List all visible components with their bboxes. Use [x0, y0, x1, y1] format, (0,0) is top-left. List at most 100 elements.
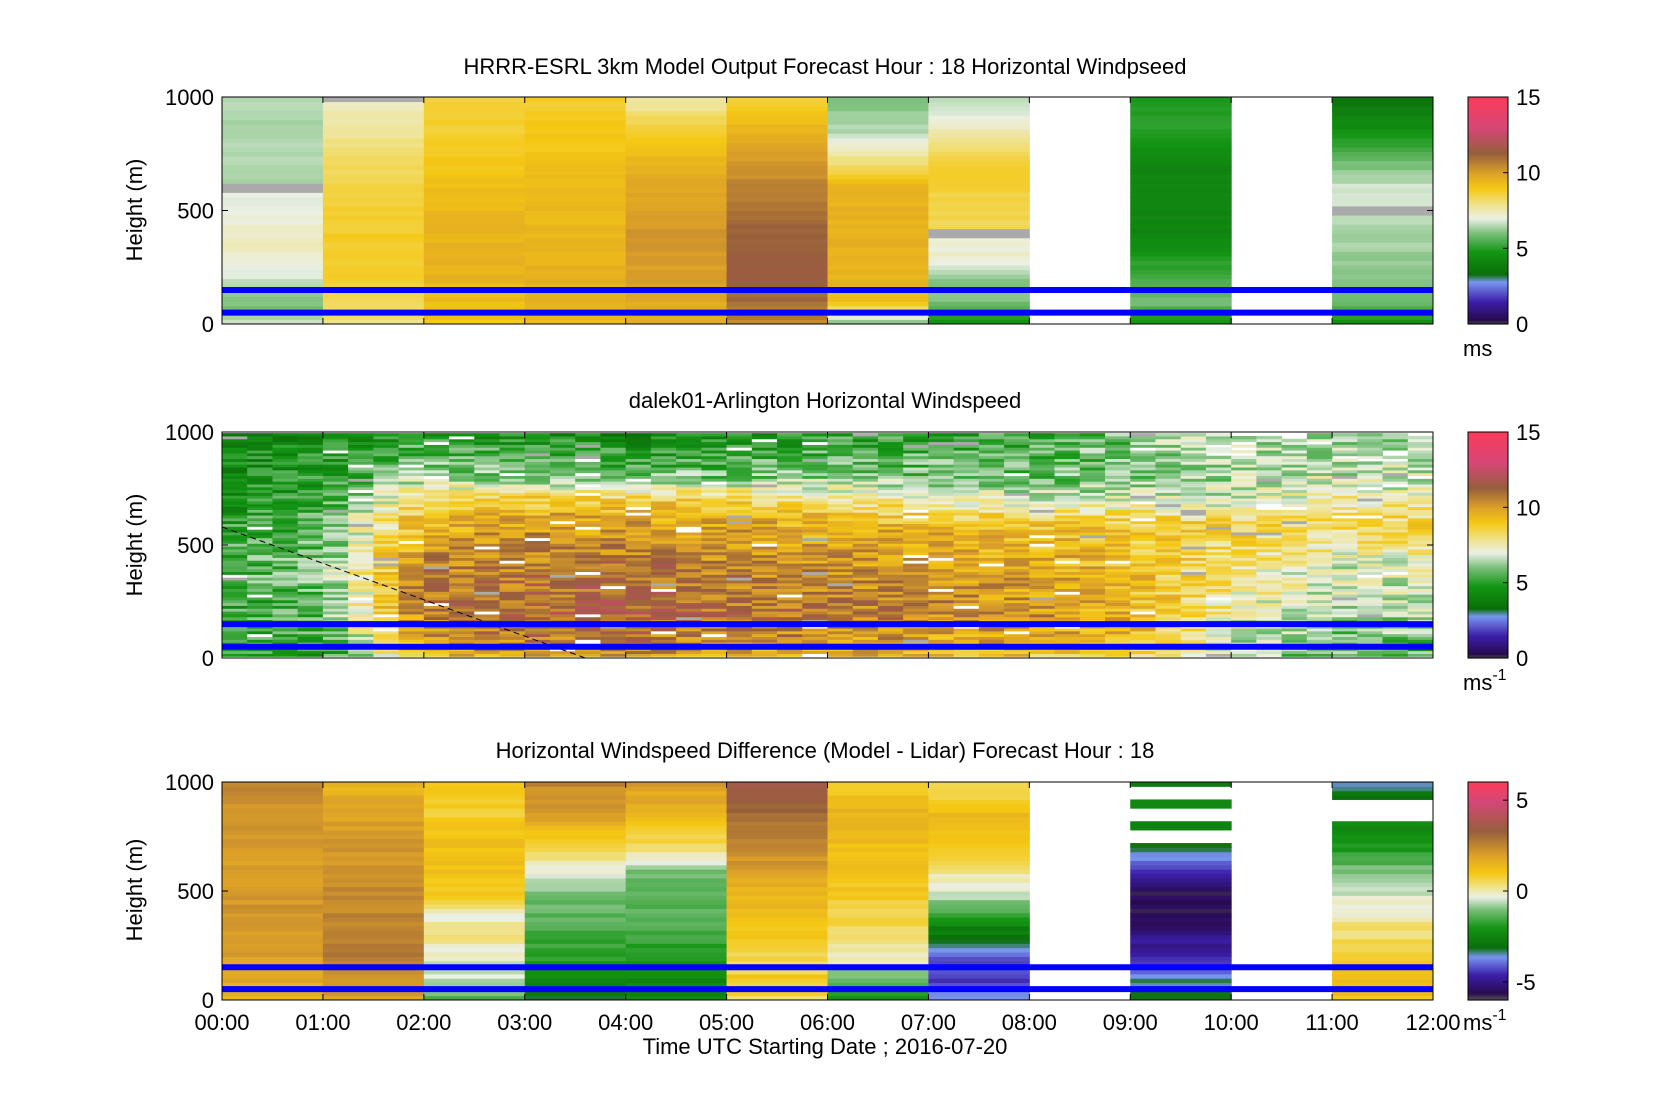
- heatmap-cell: [423, 633, 450, 638]
- heatmap-cell: [1004, 532, 1030, 536]
- heatmap-cell: [827, 251, 929, 257]
- heatmap-cell: [1105, 571, 1131, 575]
- heatmap-cell: [322, 492, 349, 496]
- heatmap-cell: [852, 628, 879, 632]
- heatmap-cell: [247, 529, 273, 533]
- heatmap-cell: [1231, 475, 1257, 479]
- heatmap-cell: [1256, 594, 1283, 598]
- heatmap-cell: [852, 591, 879, 595]
- heatmap-cell: [1382, 534, 1409, 539]
- heatmap-cell: [625, 101, 728, 107]
- heatmap-cell: [802, 574, 828, 578]
- heatmap-cell: [423, 803, 526, 809]
- heatmap-cell: [322, 160, 425, 166]
- heatmap-cell: [1029, 458, 1056, 462]
- heatmap-cell: [978, 464, 1005, 468]
- heatmap-cell: [827, 523, 854, 527]
- heatmap-cell: [625, 821, 728, 827]
- heatmap-cell: [928, 97, 1030, 103]
- heatmap-cell: [1029, 475, 1056, 479]
- heatmap-cell: [1105, 458, 1131, 462]
- heatmap-cell: [1130, 591, 1156, 595]
- heatmap-cell: [499, 580, 526, 584]
- heatmap-cell: [222, 636, 248, 640]
- colorbar-segment: [1468, 125, 1508, 128]
- heatmap-cell: [1281, 441, 1308, 445]
- heatmap-cell: [1332, 529, 1358, 533]
- heatmap-cell: [398, 452, 425, 457]
- heatmap-cell: [322, 438, 349, 443]
- heatmap-cell: [1281, 506, 1308, 510]
- heatmap-cell: [1231, 560, 1257, 564]
- heatmap-cell: [423, 237, 526, 243]
- heatmap-cell: [423, 452, 450, 457]
- heatmap-cell: [1105, 591, 1131, 595]
- heatmap-cell: [449, 605, 475, 609]
- heatmap-cell: [222, 613, 248, 618]
- heatmap-cell: [777, 467, 803, 471]
- heatmap-cell: [903, 563, 929, 567]
- heatmap-cell: [701, 461, 728, 465]
- heatmap-cell: [1130, 128, 1232, 134]
- heatmap-cell: [1105, 582, 1131, 587]
- heatmap-cell: [827, 602, 854, 606]
- colorbar-segment: [1468, 648, 1508, 652]
- heatmap-cell: [726, 467, 753, 471]
- heatmap-cell: [322, 930, 425, 936]
- heatmap-cell: [1382, 455, 1409, 460]
- heatmap-column: [1105, 433, 1131, 657]
- heatmap-cell: [877, 616, 904, 621]
- heatmap-cell: [726, 650, 753, 654]
- heatmap-cell: [953, 469, 980, 474]
- heatmap-cell: [1180, 628, 1207, 632]
- heatmap-cell: [726, 904, 828, 909]
- heatmap-cell: [852, 529, 879, 533]
- colorbar-segment: [1468, 458, 1508, 461]
- heatmap-cell: [726, 483, 753, 488]
- heatmap-cell: [449, 540, 475, 544]
- panel-lidar: dalek01-Arlington Horizontal Windspeed 0…: [122, 388, 1540, 695]
- heatmap-cell: [726, 515, 753, 519]
- heatmap-cell: [1231, 506, 1257, 510]
- heatmap-cell: [247, 438, 273, 443]
- heatmap-cell: [1130, 228, 1232, 234]
- heatmap-cell: [1079, 568, 1106, 573]
- heatmap-cell: [978, 469, 1005, 474]
- heatmap-column: [953, 433, 980, 657]
- heatmap-cell: [852, 613, 879, 618]
- colorbar-tick-label: 15: [1516, 420, 1540, 445]
- heatmap-cell: [1332, 613, 1358, 618]
- heatmap-cell: [297, 532, 324, 536]
- heatmap-cell: [1155, 602, 1182, 606]
- heatmap-cell: [928, 464, 955, 468]
- heatmap-cell: [1407, 447, 1434, 451]
- heatmap-cell: [1105, 486, 1131, 491]
- heatmap-cell: [1407, 523, 1434, 527]
- heatmap-cell: [928, 187, 1030, 193]
- heatmap-cell: [877, 580, 904, 584]
- heatmap-cell: [1407, 495, 1434, 499]
- colorbar-segment: [1468, 97, 1508, 100]
- heatmap-cell: [1357, 543, 1384, 547]
- heatmap-cell: [1332, 628, 1358, 632]
- heatmap-cell: [953, 628, 980, 632]
- heatmap-cell: [297, 469, 324, 474]
- heatmap-cell: [423, 246, 526, 252]
- colorbar-unit: ms: [1463, 336, 1492, 361]
- heatmap-cell: [423, 169, 526, 175]
- heatmap-cell: [877, 515, 904, 519]
- heatmap-cell: [625, 509, 652, 513]
- heatmap-cell: [524, 563, 551, 567]
- heatmap-cell: [1054, 447, 1081, 451]
- heatmap-cell: [423, 517, 450, 522]
- colorbar-segment: [1468, 516, 1508, 520]
- heatmap-cell: [1382, 580, 1409, 584]
- heatmap-cell: [1029, 532, 1056, 536]
- heatmap-cell: [499, 515, 526, 519]
- heatmap-cell: [701, 534, 728, 539]
- heatmap-cell: [751, 469, 778, 474]
- heatmap-cell: [474, 472, 501, 477]
- heatmap-cell: [524, 515, 551, 519]
- heatmap-cell: [222, 978, 324, 984]
- heatmap-cell: [751, 653, 778, 657]
